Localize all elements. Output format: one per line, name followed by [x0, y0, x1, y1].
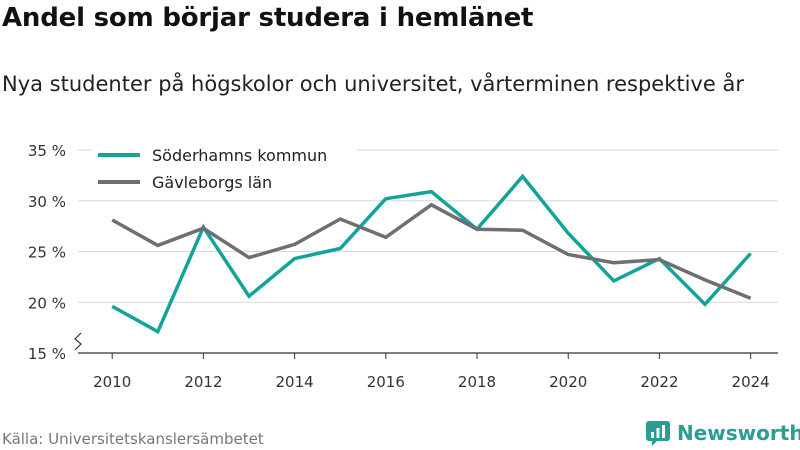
newsworthy-logo-icon: [646, 421, 670, 446]
series-line-2: [111, 202, 752, 300]
x-tick-label: 2024: [732, 373, 770, 391]
brand-name: Newsworthy: [677, 421, 800, 445]
x-tick-label: 2010: [93, 373, 131, 391]
legend-label: Gävleborgs län: [152, 173, 272, 192]
y-tick-label: 15 %: [28, 345, 66, 363]
axis-break-icon: [74, 332, 82, 351]
legend: Söderhamns kommun Gävleborgs län: [92, 143, 357, 194]
legend-label: Söderhamns kommun: [152, 146, 327, 165]
x-tick-label: 2022: [640, 373, 678, 391]
x-tick-label: 2014: [276, 373, 314, 391]
brand-logo: Newsworthy: [645, 420, 800, 446]
x-tick-label: 2016: [367, 373, 405, 391]
chart-subtitle: Nya studenter på högskolor och universit…: [2, 72, 744, 96]
axes: 15 % 20 % 25 % 30 % 35 % 2010 2012 2014 2016 2018…: [28, 142, 778, 391]
y-tick-label: 25 %: [28, 244, 66, 262]
series-lines: [111, 173, 752, 335]
x-tick-label: 2012: [184, 373, 222, 391]
y-tick-label: 30 %: [28, 193, 66, 211]
y-tick-label: 20 %: [28, 294, 66, 312]
y-tick-label: 35 %: [28, 142, 66, 160]
series-line-1: [111, 173, 752, 335]
x-tick-label: 2018: [458, 373, 496, 391]
chart-title: Andel som börjar studera i hemlänet: [2, 3, 534, 33]
x-tick-label: 2020: [549, 373, 587, 391]
source-note: Källa: Universitetskanslersämbetet: [2, 430, 264, 448]
